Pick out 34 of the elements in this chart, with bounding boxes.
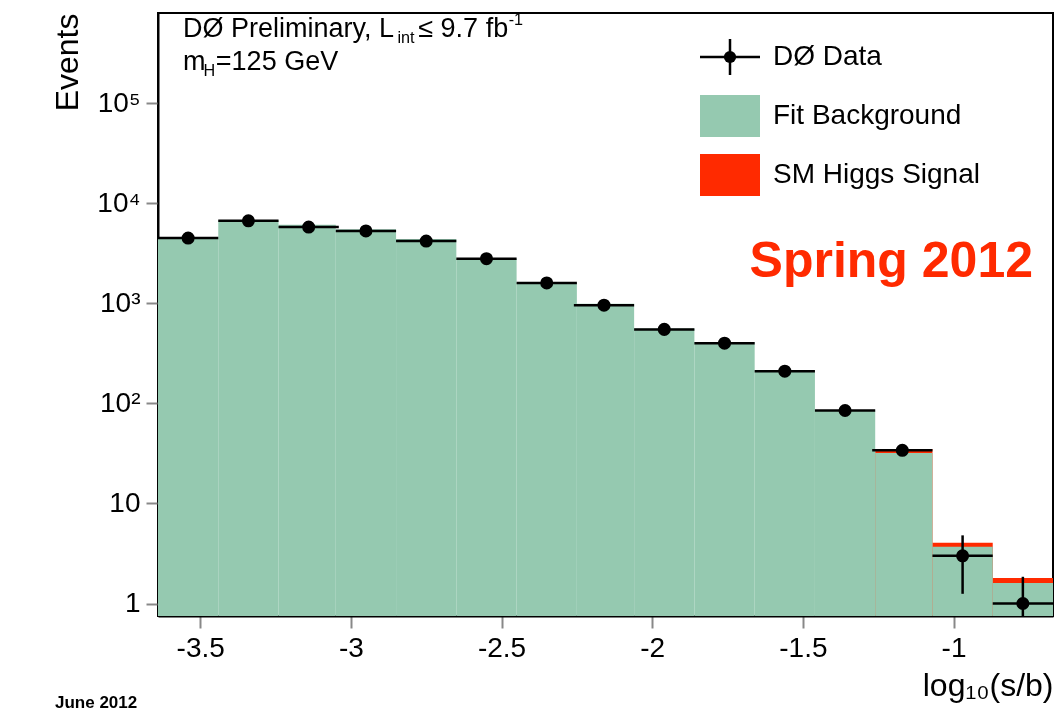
point	[838, 403, 852, 417]
legend-label: SM Higgs Signal	[773, 158, 980, 189]
legend-label: Fit Background	[773, 99, 962, 130]
point	[241, 214, 255, 228]
y-tick-label: 10⁵	[97, 86, 141, 118]
point	[540, 276, 554, 290]
x-tick-label: -2.5	[477, 631, 527, 663]
y-axis-title: Events	[49, 13, 86, 112]
text: June 2012	[55, 693, 138, 712]
point	[181, 231, 195, 245]
y-tick-label: 10⁴	[97, 186, 141, 218]
point	[359, 224, 373, 238]
y-tick-label: 10²	[100, 386, 141, 418]
x-tick-label: -2	[640, 631, 666, 663]
x-tick-label: -1.5	[779, 631, 828, 663]
point	[302, 220, 316, 234]
point	[419, 234, 433, 248]
point	[479, 252, 493, 266]
y-tick-label: 1	[124, 587, 141, 618]
annotation: Spring 2012	[749, 232, 1033, 288]
point	[778, 364, 792, 378]
point	[1016, 597, 1030, 611]
y-tick-label: 10³	[100, 286, 141, 318]
point	[956, 549, 970, 563]
legend-label: DØ Data	[773, 40, 883, 71]
x-axis-title: log₁₀(s/b)	[922, 666, 1054, 703]
x-tick-label: -3.5	[176, 631, 225, 663]
point	[597, 298, 611, 312]
point	[657, 322, 671, 336]
x-tick-label: -1	[941, 631, 967, 663]
y-tick-label: 10	[109, 486, 141, 518]
x-tick-label: -3	[338, 631, 364, 663]
point	[718, 336, 732, 350]
point	[895, 443, 909, 457]
